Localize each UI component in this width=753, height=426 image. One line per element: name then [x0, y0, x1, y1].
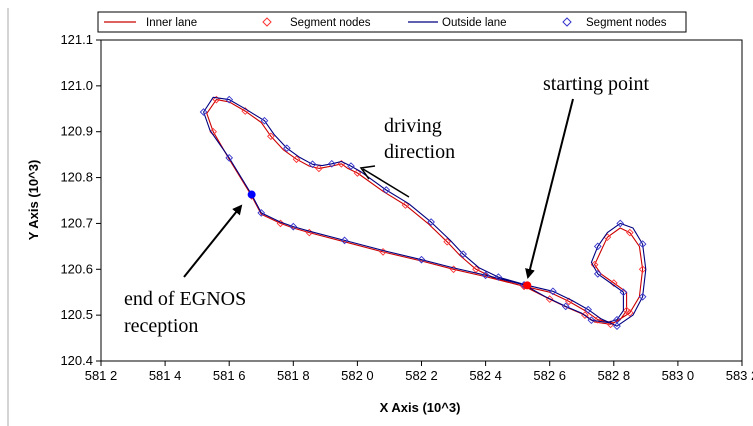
outside-lane-segment-node — [613, 315, 621, 324]
x-axis: 581 2 581 4 581 6 581 8 582 0 582 2 582 4 582 6… — [85, 361, 753, 383]
x-tick-label: 582 0 — [341, 368, 374, 383]
egnos-label-line2: reception — [124, 315, 198, 337]
outside-lane-segment-node — [619, 288, 628, 297]
x-tick-label: 583 2 — [726, 368, 753, 383]
egnos-end-marker — [247, 190, 256, 199]
inner-lane-segment-node — [622, 306, 631, 315]
inner-lane-segment-node — [401, 201, 410, 209]
driving-direction-label-line1: driving — [384, 115, 442, 137]
x-axis-title: X Axis (10^3) — [380, 400, 461, 415]
outside-lane-segment-node — [257, 209, 266, 217]
inner-lane-segment-node — [638, 265, 647, 274]
outside-lane-segment-node — [308, 160, 317, 169]
marker-layer — [247, 190, 532, 290]
y-axis: 120.4 120.5 120.6 120.7 120.8 120.9 121.0 121.1 — [60, 32, 101, 368]
y-axis-title: Y Axis (10^3) — [26, 160, 41, 241]
inner-lane-segment-node — [353, 169, 362, 177]
outside-lane-segment-node — [225, 154, 234, 162]
driving-direction-label-line2: direction — [384, 141, 455, 163]
y-tick-label: 121.0 — [60, 78, 93, 93]
inner-lane-segment-node — [292, 155, 301, 164]
outside-lane-segment-node — [260, 116, 269, 125]
y-tick-label: 120.6 — [60, 261, 93, 276]
x-tick-label: 582 8 — [598, 368, 631, 383]
y-tick-label: 120.9 — [60, 124, 93, 139]
legend-box — [97, 11, 687, 33]
inner-lane-segment-node — [606, 320, 615, 329]
outside-lane-segment-node — [593, 270, 602, 278]
outside-lane-segment-node — [340, 236, 349, 245]
outside-lane-segment-node — [283, 144, 291, 153]
outside-lane-segment-node — [481, 271, 490, 280]
starting-point-marker — [523, 281, 532, 290]
outside-lane-segment-node — [561, 302, 570, 311]
outside-lane-segment-node — [427, 218, 435, 226]
outside-lane-segment-node — [638, 292, 647, 301]
driving-direction-arrow-head — [359, 165, 376, 180]
x-tick-label: 581 4 — [149, 368, 182, 383]
legend-outside-nodes-swatch — [562, 17, 572, 27]
inner-lane-segment-node — [625, 309, 634, 317]
outside-lane-segment-node — [289, 222, 298, 231]
starting-point-label: starting point — [543, 73, 650, 95]
x-tick-label: 582 2 — [405, 368, 438, 383]
legend-outside-lane-label: Outside lane — [442, 17, 507, 29]
outside-lane-segment-node — [459, 250, 468, 258]
inner-lane-segment-node — [609, 279, 618, 287]
outside-lane-segment-node — [593, 242, 602, 251]
y-tick-label: 120.4 — [60, 353, 93, 368]
inner-lane-segment-node — [625, 228, 634, 237]
outside-lane-segment-node — [613, 322, 621, 330]
legend-inner-nodes-label: Segment nodes — [290, 17, 371, 29]
x-tick-label: 581 6 — [213, 368, 246, 383]
legend-inner-nodes-swatch — [262, 17, 272, 27]
x-tick-label: 582 6 — [533, 368, 566, 383]
driving-direction-arrow-shaft — [362, 168, 410, 198]
y-tick-label: 120.8 — [60, 170, 93, 185]
inner-lane-segment-node — [315, 164, 323, 173]
x-tick-label: 581 2 — [85, 368, 118, 383]
legend: Inner lane Segment nodes Outside lane Se… — [97, 11, 687, 33]
inner-lane-segment-node — [267, 132, 275, 141]
outside-lane-segment-node — [417, 255, 426, 264]
x-tick-label: 583 0 — [662, 368, 695, 383]
legend-inner-lane-label: Inner lane — [146, 17, 197, 29]
y-tick-label: 120.7 — [60, 215, 93, 230]
outside-lane-segment-node — [584, 305, 592, 314]
x-tick-label: 582 4 — [469, 368, 502, 383]
inner-lane-segment-node — [443, 237, 451, 246]
outside-lane-segment-node — [199, 108, 208, 116]
outside-lane-segment-node — [616, 219, 625, 228]
legend-outside-nodes-label: Segment nodes — [586, 17, 667, 29]
x-tick-label: 581 8 — [277, 368, 310, 383]
egnos-arrow — [183, 204, 243, 278]
y-tick-label: 121.1 — [60, 32, 93, 47]
outside-lane-segment-node — [587, 316, 596, 325]
outside-lane-segment-node — [494, 273, 503, 281]
outside-lane-segment-node — [638, 240, 647, 248]
y-tick-label: 120.5 — [60, 307, 93, 322]
outside-lane-segment-node — [225, 95, 234, 104]
outside-lane-segment-node — [347, 162, 355, 170]
starting-point-arrow — [525, 98, 574, 279]
outside-lane-segment-node — [382, 186, 391, 194]
inner-lane-line — [206, 99, 644, 325]
egnos-label-line1: end of EGNOS — [124, 288, 246, 310]
outside-lane-segment-node — [327, 159, 336, 168]
outside-lane-segment-node — [549, 287, 557, 296]
